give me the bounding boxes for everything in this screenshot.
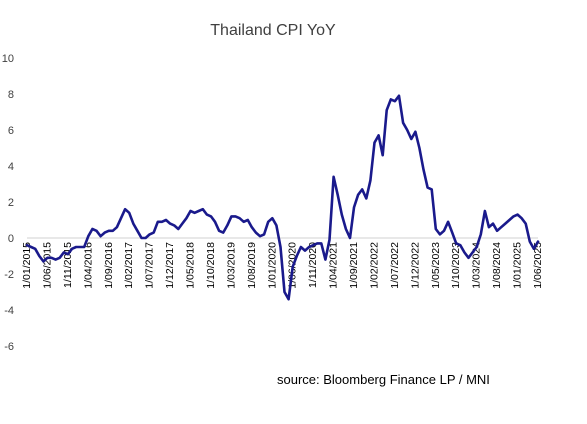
y-tick-label: 8 <box>8 89 14 101</box>
x-tick-label: 1/12/2017 <box>164 242 176 289</box>
x-tick-label: 1/05/2023 <box>430 242 442 289</box>
y-tick-label: 6 <box>8 125 14 137</box>
x-tick-label: 1/06/2025 <box>532 242 544 289</box>
x-tick-label: 1/12/2022 <box>409 242 421 289</box>
x-tick-label: 1/01/2025 <box>512 242 524 289</box>
x-tick-label: 1/09/2021 <box>348 242 360 289</box>
x-tick-label: 1/07/2017 <box>144 242 156 289</box>
x-tick-label: 1/04/2016 <box>82 242 94 289</box>
x-tick-label: 1/04/2021 <box>328 242 340 289</box>
y-tick-label: -2 <box>4 269 14 281</box>
y-tick-label: -6 <box>4 341 14 353</box>
x-tick-label: 1/03/2024 <box>471 242 483 289</box>
series-layer <box>25 94 540 301</box>
x-tick-label: 1/10/2023 <box>450 242 462 289</box>
x-tick-label: 1/01/2015 <box>21 242 33 289</box>
series-line <box>25 94 540 301</box>
x-tick-label: 1/01/2020 <box>266 242 278 289</box>
x-tick-label: 1/05/2018 <box>185 242 197 289</box>
x-tick-label: 1/02/2017 <box>123 242 135 289</box>
y-axis-ticks: 10 8 6 4 2 0 -2 -4 -6 <box>2 53 14 353</box>
y-tick-label: -4 <box>4 305 14 317</box>
y-tick-label: 0 <box>8 233 14 245</box>
x-tick-label: 1/06/2015 <box>41 242 53 289</box>
x-tick-label: 1/10/2018 <box>205 242 217 289</box>
chart-title: Thailand CPI YoY <box>210 22 336 39</box>
source-note: source: Bloomberg Finance LP / MNI <box>277 372 490 387</box>
x-tick-label: 1/07/2022 <box>389 242 401 289</box>
x-tick-label: 1/09/2016 <box>103 242 115 289</box>
y-tick-label: 2 <box>8 197 14 209</box>
x-tick-label: 1/08/2019 <box>246 242 258 289</box>
x-tick-label: 1/02/2022 <box>368 242 380 289</box>
x-tick-label: 1/11/2020 <box>307 242 319 288</box>
y-tick-label: 10 <box>2 53 14 65</box>
x-tick-label: 1/03/2019 <box>225 242 237 289</box>
y-tick-label: 4 <box>8 161 14 173</box>
x-tick-label: 1/08/2024 <box>491 242 503 289</box>
